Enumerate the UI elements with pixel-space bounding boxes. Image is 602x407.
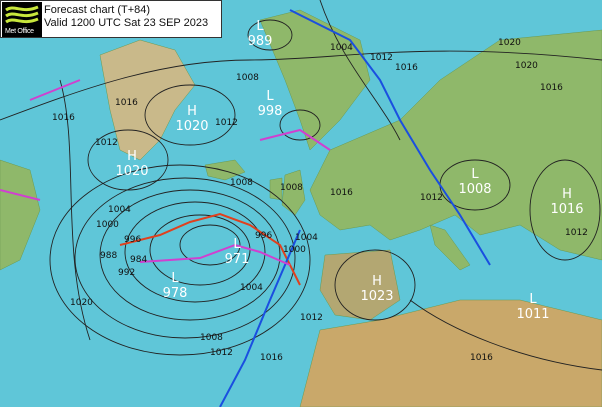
isobar-label: 1016 bbox=[52, 113, 75, 123]
centre-type: L bbox=[266, 89, 274, 104]
isobar-label: 984 bbox=[130, 255, 147, 265]
cold-front bbox=[219, 229, 301, 407]
scandinavia bbox=[259, 9, 371, 151]
centre-pressure: 971 bbox=[225, 252, 250, 267]
ireland-west bbox=[269, 177, 283, 201]
centre-pressure: 998 bbox=[258, 104, 283, 119]
isobar-label: 1004 bbox=[108, 205, 131, 215]
isobar-label: 1000 bbox=[283, 245, 306, 255]
isobar-label: 988 bbox=[100, 251, 117, 261]
warm-front bbox=[119, 212, 301, 286]
centre-type: H bbox=[187, 104, 197, 119]
isobar-label: 1012 bbox=[95, 138, 118, 148]
isobar-label: 1012 bbox=[210, 348, 233, 358]
centre-pressure: 1023 bbox=[360, 289, 393, 304]
waves-icon bbox=[5, 5, 39, 24]
isobar-label: 1016 bbox=[470, 353, 493, 363]
cold-front-north bbox=[289, 9, 491, 266]
north-america bbox=[0, 159, 41, 271]
isobar-label: 1000 bbox=[96, 220, 119, 230]
iceland bbox=[204, 159, 246, 181]
centre-type: L bbox=[256, 19, 264, 34]
isobar-label: 1016 bbox=[115, 98, 138, 108]
isobar-label: 992 bbox=[118, 268, 135, 278]
centre-pressure: 1016 bbox=[550, 202, 583, 217]
isobar-label: 1012 bbox=[420, 193, 443, 203]
isobar-label: 1008 bbox=[230, 178, 253, 188]
centre-type: H bbox=[127, 149, 137, 164]
isobar-label: 996 bbox=[124, 235, 141, 245]
isobar-label: 1012 bbox=[565, 228, 588, 238]
italy bbox=[429, 224, 471, 271]
centre-pressure: 1020 bbox=[175, 119, 208, 134]
centre-pressure: 1020 bbox=[115, 164, 148, 179]
centre-pressure: 989 bbox=[248, 34, 273, 49]
isobar-label: 1012 bbox=[215, 118, 238, 128]
isobar-label: 1008 bbox=[280, 183, 303, 193]
isobar-label: 1008 bbox=[236, 73, 259, 83]
forecast-title: Forecast chart (T+84) bbox=[44, 4, 151, 16]
centre-type: H bbox=[372, 274, 382, 289]
chart-header: Met Office Forecast chart (T+84) Valid 1… bbox=[0, 0, 222, 38]
valid-time: Valid 1200 UTC Sat 23 SEP 2023 bbox=[44, 17, 209, 29]
isobar-label: 1020 bbox=[70, 298, 93, 308]
centre-pressure: 1008 bbox=[458, 182, 491, 197]
isobar-label: 1016 bbox=[540, 83, 563, 93]
isobar-label: 1004 bbox=[330, 43, 353, 53]
centre-pressure: 1011 bbox=[516, 307, 549, 322]
isobar-label: 996 bbox=[255, 231, 272, 241]
isobar-label: 1016 bbox=[395, 63, 418, 73]
isobar-label: 1020 bbox=[515, 61, 538, 71]
isobar-label: 1016 bbox=[260, 353, 283, 363]
met-office-logo: Met Office bbox=[2, 2, 42, 37]
europe bbox=[309, 29, 602, 261]
centre-type: L bbox=[529, 292, 537, 307]
isobar-label: 1012 bbox=[300, 313, 323, 323]
centre-type: L bbox=[171, 271, 179, 286]
uk-ireland bbox=[281, 169, 306, 216]
centre-type: L bbox=[233, 237, 241, 252]
centre-pressure: 978 bbox=[163, 286, 188, 301]
isobar-label: 1020 bbox=[498, 38, 521, 48]
logo-text: Met Office bbox=[5, 28, 34, 35]
chart-title: Forecast chart (T+84) Valid 1200 UTC Sat… bbox=[44, 4, 208, 30]
isobar-label: 1016 bbox=[330, 188, 353, 198]
land-masses bbox=[0, 9, 602, 407]
centre-type: H bbox=[562, 187, 572, 202]
centre-type: L bbox=[471, 167, 479, 182]
isobar-label: 1008 bbox=[200, 333, 223, 343]
isobar-label: 1004 bbox=[295, 233, 318, 243]
isobar-label: 1012 bbox=[370, 53, 393, 63]
occluded-front bbox=[0, 79, 331, 266]
isobar-label: 1004 bbox=[240, 283, 263, 293]
